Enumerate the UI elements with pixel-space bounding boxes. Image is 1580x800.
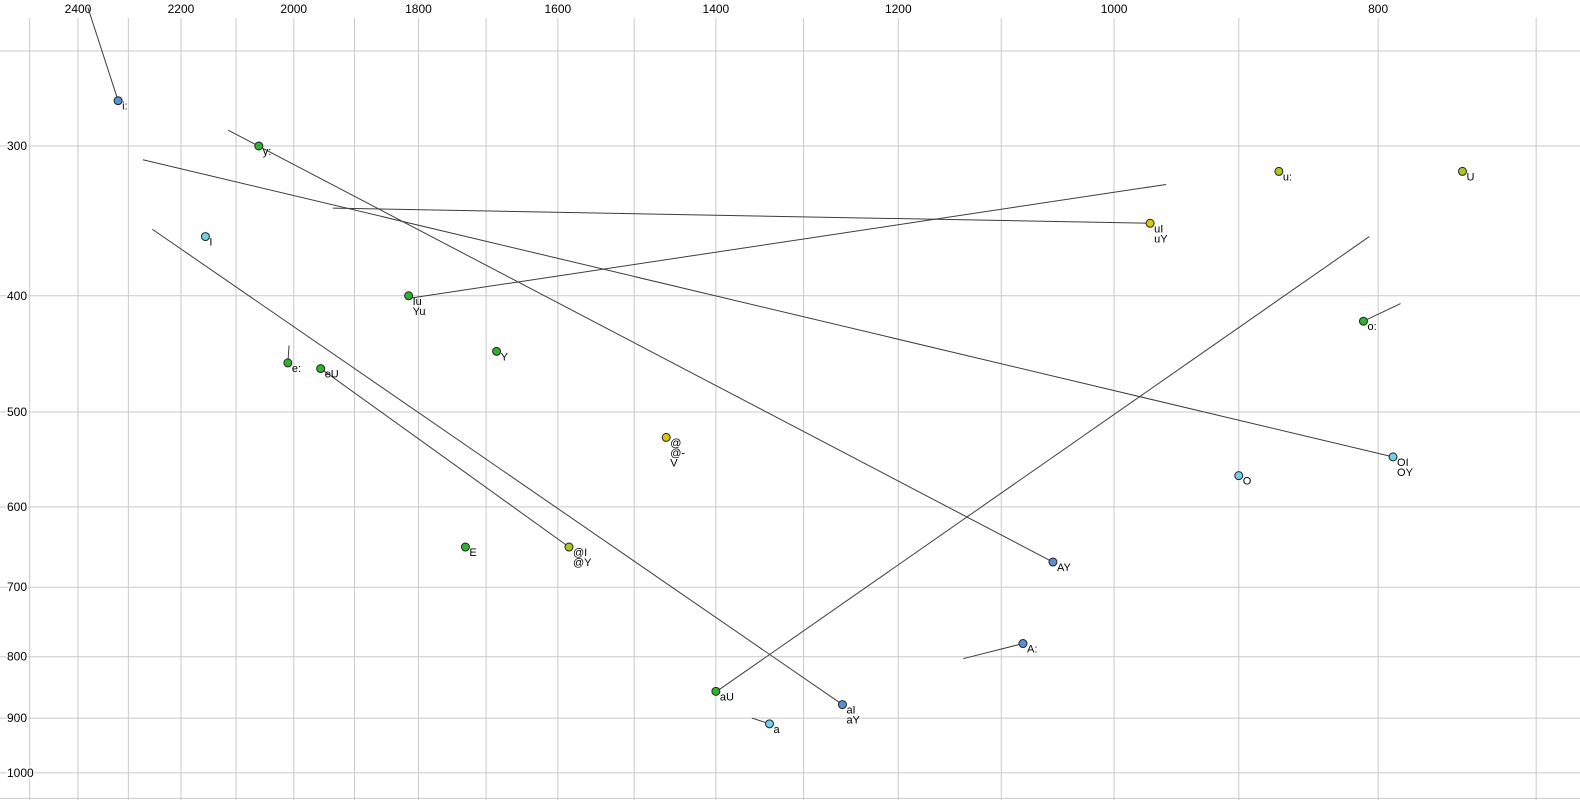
vowel-point xyxy=(200,232,210,242)
y-tick-label: 900 xyxy=(7,711,27,725)
vowel-point xyxy=(661,432,671,442)
vowel-point xyxy=(1018,639,1028,649)
trajectory-line xyxy=(408,183,1167,299)
vowel-point-label: @ xyxy=(670,437,681,449)
vowel-point-label: OY xyxy=(1397,467,1414,479)
x-tick-label: 1200 xyxy=(885,2,912,16)
trajectory-line xyxy=(227,129,1054,563)
vowel-point-label: uY xyxy=(1154,233,1168,245)
vowel-point xyxy=(1388,452,1398,462)
vowel-point xyxy=(254,141,264,151)
y-tick-label: 600 xyxy=(7,500,27,514)
vowel-point-label: I xyxy=(209,237,212,249)
vowel-point-label: E xyxy=(469,547,476,559)
x-tick-label: 1600 xyxy=(544,2,571,16)
vowel-point-label: OI xyxy=(1397,457,1409,469)
vowel-point-label: o: xyxy=(1367,321,1376,333)
x-tick-label: 2400 xyxy=(65,2,92,16)
trajectory-line xyxy=(332,207,1151,224)
vowel-point-label: y: xyxy=(263,146,272,158)
vowel-point xyxy=(113,96,123,106)
y-tick-label: 300 xyxy=(7,139,27,153)
vowel-point-label: AY xyxy=(1057,562,1072,574)
vowel-point xyxy=(711,686,721,696)
x-tick-label: 2000 xyxy=(280,2,307,16)
vowel-point-label: u: xyxy=(1283,171,1292,183)
vowel-point xyxy=(1358,316,1368,326)
y-tick-label: 1000 xyxy=(7,766,34,780)
vowel-point xyxy=(1048,557,1058,567)
vowel-point-label: eU xyxy=(325,369,339,381)
vowel-point-label: @Y xyxy=(573,557,592,569)
vowel-point xyxy=(1234,471,1244,481)
y-tick-label: 700 xyxy=(7,580,27,594)
vowel-point-label: i: xyxy=(122,101,128,113)
vowel-point-label: Yu xyxy=(413,306,426,318)
y-tick-label: 500 xyxy=(7,405,27,419)
vowel-point-label: @I xyxy=(573,547,587,559)
trajectory-line xyxy=(1363,303,1401,322)
vowel-point xyxy=(764,719,774,729)
vowel-point-label: aU xyxy=(720,691,734,703)
trajectory-line xyxy=(963,643,1024,660)
vowel-point-label: @- xyxy=(670,447,685,459)
vowel-point-label: Y xyxy=(501,351,509,363)
y-tick-label: 400 xyxy=(7,289,27,303)
trajectory-line xyxy=(715,236,1370,693)
vowel-point-label: aY xyxy=(846,715,860,727)
x-tick-label: 800 xyxy=(1368,2,1388,16)
vowel-point xyxy=(460,542,470,552)
vowel-point xyxy=(1457,166,1467,176)
x-tick-label: 1000 xyxy=(1101,2,1128,16)
vowel-point xyxy=(492,346,502,356)
vowel-point xyxy=(316,364,326,374)
x-tick-label: 1800 xyxy=(405,2,432,16)
vowel-point-label: Iu xyxy=(413,296,422,308)
vowel-point xyxy=(564,542,574,552)
vowel-point-label: uI xyxy=(1154,223,1163,235)
vowel-point-label: aI xyxy=(846,705,855,717)
vowel-point xyxy=(1274,166,1284,176)
trajectory-line xyxy=(142,159,1394,458)
vowel-point-label: O xyxy=(1243,476,1252,488)
vowel-point-label: U xyxy=(1466,171,1474,183)
trajectory-line xyxy=(87,7,119,101)
vowel-point xyxy=(404,291,414,301)
vowel-point xyxy=(283,358,293,368)
vowel-point xyxy=(837,700,847,710)
trajectory-line xyxy=(151,228,843,705)
vowel-point xyxy=(1145,218,1155,228)
vowel-point-label: A: xyxy=(1027,644,1037,656)
y-tick-label: 800 xyxy=(7,650,27,664)
vowel-point-label: e: xyxy=(292,363,301,375)
trajectory-line xyxy=(320,368,570,548)
x-tick-label: 2200 xyxy=(168,2,195,16)
vowel-point-label: V xyxy=(670,457,678,469)
x-tick-label: 1400 xyxy=(703,2,730,16)
vowel-point-label: a xyxy=(773,724,780,736)
